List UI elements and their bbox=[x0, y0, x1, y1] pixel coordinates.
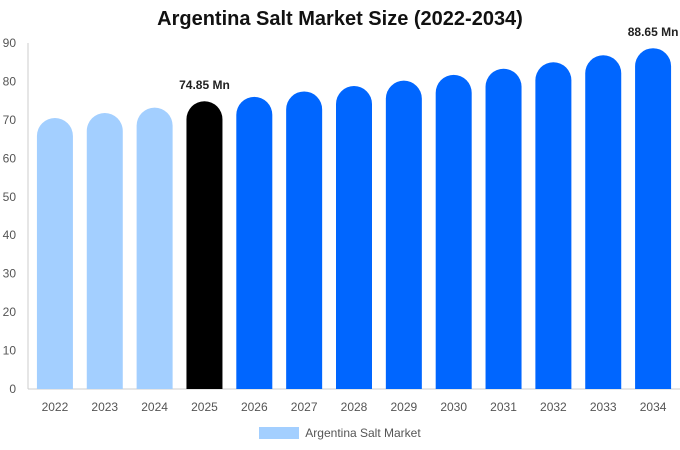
bars bbox=[36, 48, 672, 390]
bar-2029 bbox=[385, 80, 422, 390]
bar-2026 bbox=[236, 96, 273, 390]
y-tick-label: 10 bbox=[3, 344, 17, 358]
bar-2034 bbox=[635, 48, 672, 390]
bar-2028 bbox=[336, 86, 372, 390]
x-tick-label: 2027 bbox=[291, 400, 318, 414]
bar-2032 bbox=[535, 62, 572, 389]
bar-2027 bbox=[286, 91, 323, 390]
x-tick-label: 2022 bbox=[42, 400, 69, 414]
y-tick-label: 70 bbox=[3, 113, 17, 127]
y-tick-label: 60 bbox=[3, 151, 17, 165]
bar-2031 bbox=[485, 68, 522, 389]
x-tick-label: 2028 bbox=[341, 400, 368, 414]
legend: Argentina Salt Market bbox=[0, 426, 680, 440]
data-label-2034: 88.65 Mn bbox=[628, 25, 679, 39]
x-tick-label: 2023 bbox=[91, 400, 118, 414]
chart-title: Argentina Salt Market Size (2022-2034) bbox=[157, 8, 523, 30]
bar-2022 bbox=[36, 117, 73, 390]
x-tick-label: 2026 bbox=[241, 400, 268, 414]
x-tick-label: 2029 bbox=[390, 400, 417, 414]
x-tick-label: 2024 bbox=[141, 400, 168, 414]
y-axis-ticks: 0 10 20 30 40 50 60 70 80 90 bbox=[3, 36, 17, 396]
y-tick-label: 20 bbox=[3, 305, 17, 319]
y-tick-label: 50 bbox=[3, 190, 17, 204]
legend-swatch bbox=[259, 427, 300, 439]
x-tick-label: 2025 bbox=[191, 400, 218, 414]
legend-label: Argentina Salt Market bbox=[305, 426, 421, 440]
y-tick-label: 90 bbox=[3, 36, 17, 50]
x-tick-label: 2030 bbox=[440, 400, 467, 414]
data-labels: 74.85 Mn 88.65 Mn bbox=[179, 25, 678, 92]
bar-2030 bbox=[435, 74, 472, 390]
bar-2024 bbox=[136, 107, 173, 389]
bar-2033 bbox=[585, 55, 622, 390]
y-tick-label: 80 bbox=[3, 74, 17, 88]
y-tick-label: 30 bbox=[3, 267, 17, 281]
y-tick-label: 0 bbox=[9, 382, 16, 396]
x-tick-label: 2033 bbox=[590, 400, 617, 414]
bar-2025 bbox=[186, 101, 223, 389]
y-tick-label: 40 bbox=[3, 228, 17, 242]
x-tick-label: 2034 bbox=[640, 400, 667, 414]
x-tick-label: 2031 bbox=[490, 400, 517, 414]
data-label-2025: 74.85 Mn bbox=[179, 78, 230, 92]
bar-2023 bbox=[86, 112, 123, 390]
x-axis-ticks: 2022 2023 2024 2025 2026 2027 2028 2029 2030 2031… bbox=[42, 400, 667, 414]
x-tick-label: 2032 bbox=[540, 400, 567, 414]
